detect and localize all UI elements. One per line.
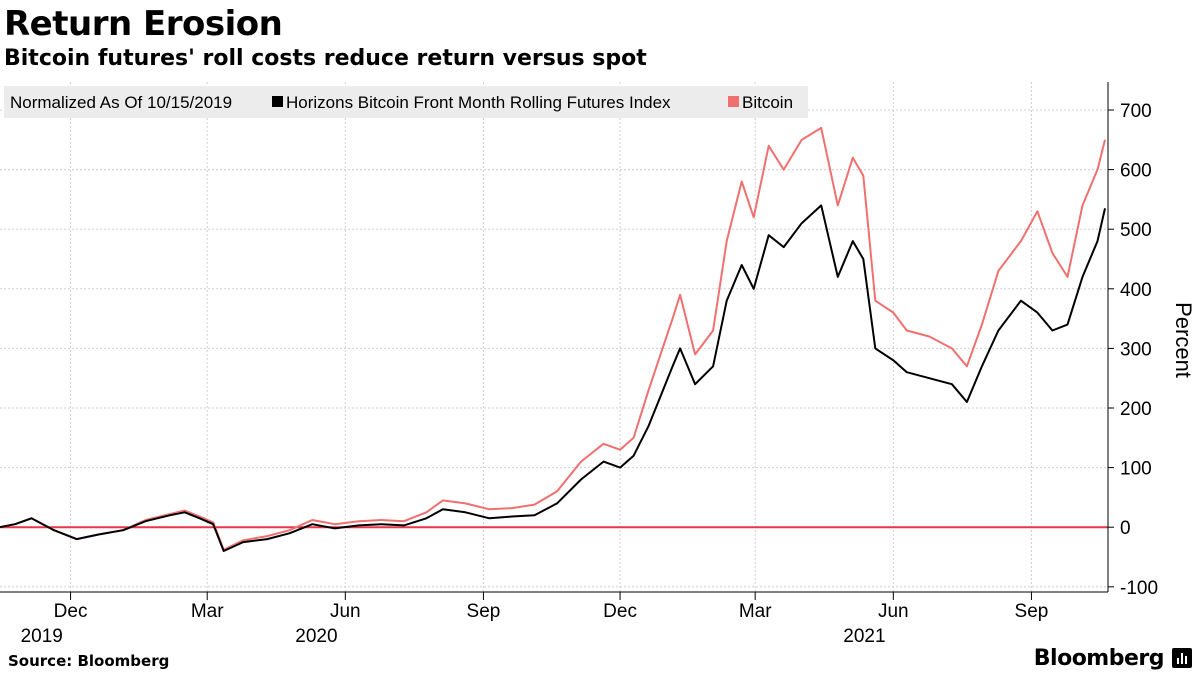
- x-year-label: 2019: [21, 626, 63, 647]
- series-group: [0, 126, 1106, 552]
- legend-label-bitcoin: Bitcoin: [742, 93, 793, 112]
- y-tick-label: 600: [1120, 161, 1152, 182]
- grid: [0, 82, 1108, 592]
- bitcoin-line: [0, 126, 1106, 551]
- x-tick-label: Sep: [467, 601, 501, 622]
- x-tick-label: Jun: [878, 601, 909, 622]
- y-tick-label: 500: [1120, 220, 1152, 241]
- x-tick-label: Dec: [54, 601, 88, 622]
- axes: -100 0 100 200 300 400 500 600 700 Dec 2019 Mar Jun 2…: [0, 82, 1196, 647]
- legend-swatch-bitcoin: [728, 96, 739, 107]
- x-tick-label: Dec: [603, 601, 637, 622]
- legend: Normalized As Of 10/15/2019 Horizons Bitc…: [4, 86, 808, 118]
- brand-logo: Bloomberg: [1033, 646, 1165, 671]
- y-tick-label: 400: [1120, 280, 1152, 301]
- legend-label-futures: Horizons Bitcoin Front Month Rolling Fut…: [286, 93, 671, 112]
- x-year-label: 2021: [843, 626, 885, 647]
- x-tick-label: Sep: [1015, 601, 1049, 622]
- y-axis-title: Percent: [1171, 302, 1196, 378]
- y-tick-label: 300: [1120, 339, 1152, 360]
- bloomberg-chart-icon: [1172, 648, 1192, 668]
- x-tick-label: Jun: [330, 601, 361, 622]
- x-tick-label: Mar: [191, 601, 224, 622]
- legend-box: [4, 86, 808, 118]
- x-year-label: 2020: [295, 626, 337, 647]
- y-tick-label: 100: [1120, 459, 1152, 480]
- futures-index-line: [0, 204, 1106, 552]
- chart-title: Return Erosion: [4, 4, 283, 44]
- y-tick-label: -100: [1120, 578, 1158, 599]
- y-tick-label: 200: [1120, 399, 1152, 420]
- y-tick-label: 0: [1120, 518, 1131, 539]
- source-note: Source: Bloomberg: [8, 652, 170, 670]
- x-tick-label: Mar: [739, 601, 772, 622]
- chart-subtitle: Bitcoin futures' roll costs reduce retur…: [4, 46, 647, 71]
- legend-note: Normalized As Of 10/15/2019: [10, 93, 232, 112]
- legend-swatch-futures: [272, 96, 283, 107]
- y-tick-label: 700: [1120, 101, 1152, 122]
